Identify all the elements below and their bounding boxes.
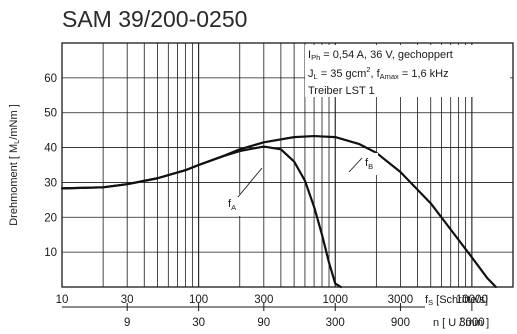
label-fa-bg (225, 194, 241, 216)
x-tick-label-fs: 3000 (388, 294, 414, 306)
x-tick-label-n: 300 (326, 317, 345, 329)
curve-fa (60, 145, 342, 289)
info-box-bg (305, 45, 510, 97)
label-fa-leader (237, 167, 263, 198)
y-tick-label: 40 (44, 143, 57, 155)
x-tick-labels-fs: 10 30 100 300 1000 3000 10000 (56, 294, 488, 306)
x-tick-label-n: 9 (124, 317, 130, 329)
info-line-driver: Treiber LST 1 (308, 85, 375, 97)
x-tick-label-fs: 10 (56, 294, 69, 306)
y-tick-label: 50 (44, 108, 57, 120)
x-tick-label-n: 900 (391, 317, 410, 329)
chart-title: SAM 39/200-0250 (62, 6, 247, 32)
x-tick-label-fs: 30 (121, 294, 134, 306)
x-axis-label-fs: fS [Schritte/s] (425, 294, 488, 307)
x-tick-label-fs: 300 (254, 294, 273, 306)
grid (62, 43, 513, 287)
y-axis-label: Drehmoment [ ML/mNm ] (8, 104, 21, 226)
curve-fb (60, 134, 498, 289)
x-axis-label-n: n [ U / min ] (433, 317, 489, 329)
x-tick-label-n: 30 (192, 317, 205, 329)
info-line-current: IPh = 0,54 A, 36 V, gechoppert (308, 49, 453, 62)
curve-label-fb: fB (365, 157, 373, 171)
x-tick-labels-n: 9 30 90 300 900 3000 (124, 303, 485, 329)
x-tick-label-fs: 100 (189, 294, 208, 306)
y-tick-label: 30 (44, 177, 57, 189)
label-fb-bg (362, 153, 378, 175)
x-tick-label-fs: 1000 (322, 294, 348, 306)
y-tick-label: 10 (44, 247, 57, 259)
plot-frame (61, 42, 514, 288)
curves (60, 134, 498, 289)
x-tick-label-n: 3000 (459, 317, 485, 329)
label-fb-leader (348, 157, 363, 173)
x-tick-label-fs: 10000 (456, 294, 488, 306)
info-line-inertia: JL = 35 gcm2, fAmax = 1,6 kHz (308, 65, 449, 81)
y-tick-label: 20 (44, 212, 57, 224)
x-tick-label-n: 90 (257, 317, 270, 329)
curve-label-fa: fA (228, 198, 236, 212)
y-tick-label: 60 (44, 73, 57, 85)
y-tick-labels: 10 20 30 40 50 60 (44, 73, 57, 259)
